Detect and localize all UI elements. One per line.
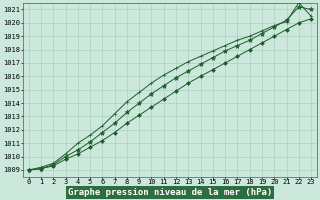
- X-axis label: Graphe pression niveau de la mer (hPa): Graphe pression niveau de la mer (hPa): [68, 188, 272, 197]
